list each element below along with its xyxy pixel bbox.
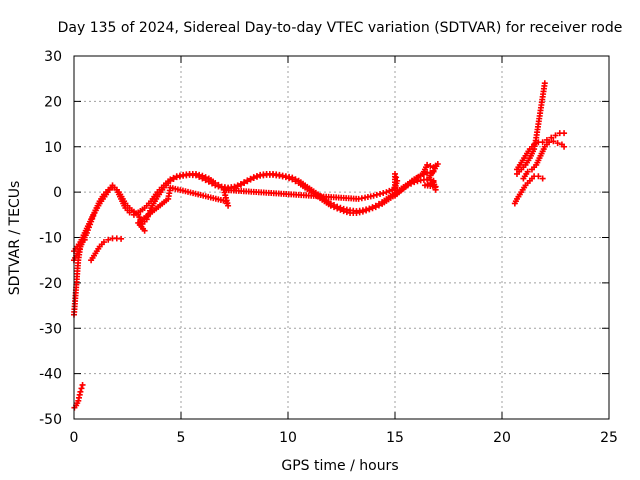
y-tick-label: -30	[39, 321, 62, 337]
data-point	[196, 173, 203, 180]
x-tick-label: 10	[279, 430, 297, 446]
data-point	[334, 205, 341, 212]
x-axis-label: GPS time / hours	[281, 458, 398, 474]
data-point	[531, 141, 538, 148]
data-point	[546, 139, 553, 146]
data-point	[369, 205, 376, 212]
y-tick-label: -20	[39, 276, 62, 292]
data-point	[539, 139, 546, 146]
data-point	[424, 161, 431, 168]
data-point	[340, 208, 347, 215]
y-tick-label: 30	[44, 49, 62, 65]
y-tick-label: 10	[44, 140, 62, 156]
data-point	[424, 181, 431, 188]
data-point	[202, 177, 209, 184]
data-point	[541, 80, 548, 87]
data-point	[331, 204, 338, 211]
x-tick-label: 5	[177, 430, 186, 446]
series-late-b	[511, 173, 546, 207]
data-point	[327, 202, 334, 209]
data-point	[250, 175, 257, 182]
data-point	[118, 235, 125, 242]
data-point	[247, 176, 254, 183]
data-point	[375, 202, 382, 209]
data-point	[359, 208, 366, 215]
data-point	[79, 381, 86, 388]
y-tick-label: 20	[44, 94, 62, 110]
data-point	[192, 172, 199, 179]
data-point	[209, 180, 216, 187]
data-point	[524, 168, 531, 175]
data-point	[241, 180, 248, 187]
series-late-up	[513, 80, 548, 177]
x-tick-label: 15	[386, 430, 404, 446]
data-point	[234, 183, 241, 190]
data-point	[212, 182, 219, 189]
data-point	[167, 177, 174, 184]
data-point	[377, 190, 384, 197]
data-point	[337, 206, 344, 213]
series-dips	[135, 160, 441, 234]
data-point	[199, 175, 206, 182]
data-point	[554, 140, 561, 147]
y-tick-label: 0	[53, 185, 62, 201]
data-point	[373, 191, 380, 198]
data-point	[286, 175, 293, 182]
chart-title: Day 135 of 2024, Sidereal Day-to-day VTE…	[58, 20, 623, 36]
data-point	[205, 178, 212, 185]
data-point	[289, 176, 296, 183]
data-point	[170, 175, 177, 182]
data-point	[421, 182, 428, 189]
series-early-drop	[71, 381, 86, 411]
data-point	[363, 207, 370, 214]
x-tick-label: 20	[493, 430, 511, 446]
series-low-plateau	[88, 235, 125, 264]
series-main-b	[71, 171, 437, 255]
data-point	[343, 209, 350, 216]
grid	[74, 56, 609, 419]
data-point	[432, 186, 439, 193]
data-point	[292, 178, 299, 185]
plot-frame	[73, 55, 610, 420]
data-point	[105, 236, 112, 243]
x-tick-label: 25	[600, 430, 618, 446]
y-tick-label: -40	[39, 367, 62, 383]
data-point	[215, 183, 222, 190]
data-point	[366, 206, 373, 213]
series-late-c	[520, 138, 568, 182]
data-point	[550, 138, 557, 145]
data-points	[71, 80, 568, 411]
data-point	[100, 239, 107, 246]
axis-ticks: 0 5 10 15 20 25 -50 -40 -30 -20 -10 0 10 20 30	[39, 49, 618, 446]
y-tick-label: -10	[39, 231, 62, 247]
data-point	[380, 190, 387, 197]
data-point	[244, 178, 251, 185]
data-point	[539, 175, 546, 182]
data-point	[561, 143, 568, 150]
data-point	[535, 173, 542, 180]
data-point	[552, 132, 559, 139]
y-tick-label: -50	[39, 412, 62, 428]
y-axis-label: SDTVAR / TECUs	[7, 181, 23, 296]
data-point	[548, 134, 555, 141]
data-point	[414, 178, 421, 185]
x-tick-label: 0	[70, 430, 79, 446]
data-point	[370, 192, 377, 199]
data-point	[372, 204, 379, 211]
data-point	[253, 173, 260, 180]
data-point	[77, 388, 84, 395]
series-main-a	[71, 168, 437, 264]
data-point	[237, 181, 244, 188]
data-point	[427, 163, 434, 170]
data-point	[561, 130, 568, 137]
data-point	[78, 385, 85, 392]
data-point	[427, 180, 434, 187]
data-point	[282, 174, 289, 181]
